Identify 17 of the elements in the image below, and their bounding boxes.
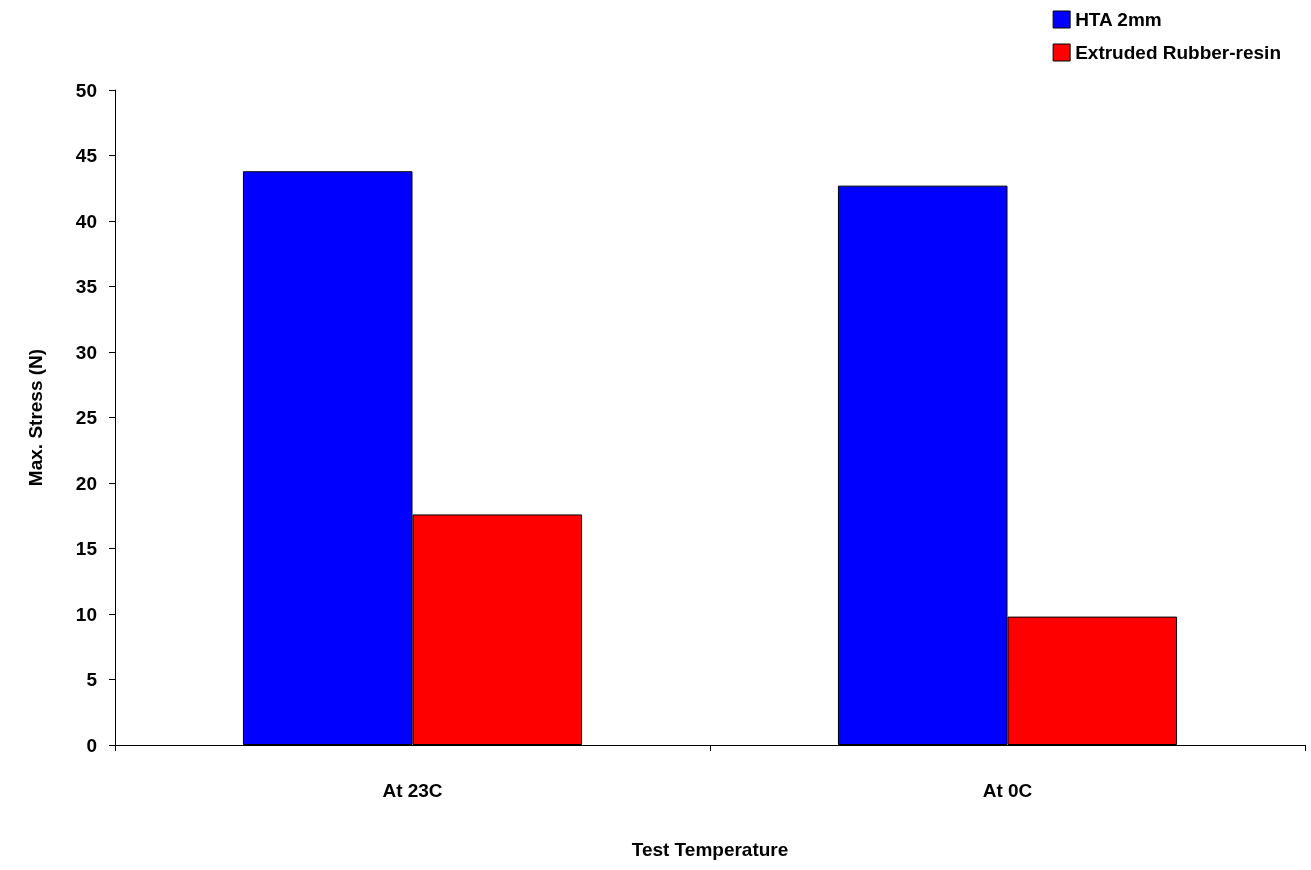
y-tick-label: 20 [75,472,97,494]
y-tick-label: 25 [75,407,98,428]
y-tick-label: 35 [75,276,98,297]
y-tick-label: 30 [75,341,97,363]
y-tick-label: 15 [75,538,98,559]
x-axis-title: Test Temperature [631,839,789,860]
y-axis-title: Max. Stress (N) [25,348,46,487]
y-tick-label: 5 [86,669,98,690]
x-tick-label: At 23C [382,780,443,801]
y-tick-label: 0 [86,734,97,756]
y-tick-label: 50 [75,79,97,101]
y-tick-label: 10 [75,603,97,625]
y-tick-label: 40 [75,210,97,232]
legend-label: HTA 2mm [1075,9,1162,30]
x-tick-label: At 0C [982,780,1033,801]
legend-label: Extruded Rubber-resin [1075,42,1282,63]
y-tick-label: 45 [75,145,98,166]
